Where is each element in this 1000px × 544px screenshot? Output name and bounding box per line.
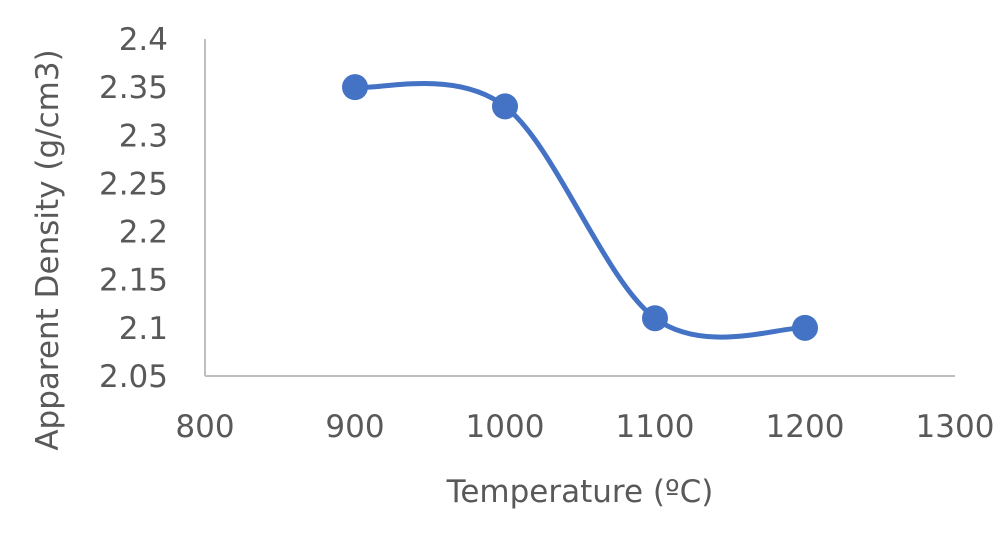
x-tick-label: 1300	[916, 409, 995, 445]
y-tick-label: 2.15	[99, 263, 168, 299]
x-axis-tick-labels: 800 900 1000 1100 1200 1300	[175, 409, 994, 445]
x-tick-label: 1200	[766, 409, 845, 445]
y-tick-label: 2.2	[119, 215, 168, 251]
x-tick-label: 1000	[466, 409, 545, 445]
y-tick-label: 2.25	[99, 166, 168, 202]
y-tick-label: 2.35	[99, 70, 168, 106]
x-axis-title: Temperature (ºC)	[446, 474, 714, 510]
y-axis-tick-labels: 2.05 2.1 2.15 2.2 2.25 2.3 2.35 2.4	[99, 22, 168, 395]
y-tick-label: 2.1	[119, 311, 168, 347]
data-point	[792, 314, 818, 341]
x-tick-label: 900	[325, 409, 384, 445]
series-line	[352, 81, 808, 340]
y-tick-label: 2.3	[119, 118, 168, 154]
y-tick-label: 2.4	[119, 22, 168, 58]
plot-area	[342, 74, 818, 341]
data-point	[342, 74, 368, 101]
data-point	[492, 93, 518, 120]
x-tick-label: 800	[175, 409, 234, 445]
x-tick-label: 1100	[616, 409, 695, 445]
data-point	[642, 305, 668, 332]
y-axis-title: Apparent Density (g/cm3)	[30, 49, 66, 450]
y-tick-label: 2.05	[99, 359, 168, 395]
